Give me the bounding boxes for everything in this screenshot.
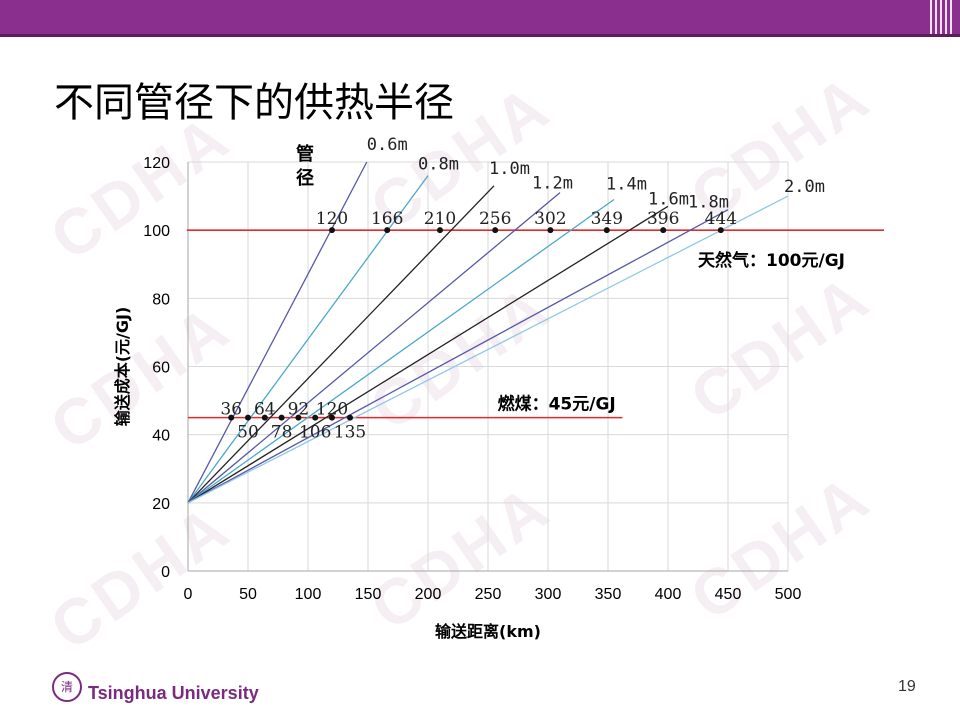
x-tick-label: 350 bbox=[595, 586, 622, 603]
series-line bbox=[187, 195, 789, 504]
x-tick-label: 150 bbox=[355, 586, 382, 603]
x-tick-label: 450 bbox=[715, 586, 742, 603]
series-line bbox=[187, 198, 615, 504]
x-tick-label: 200 bbox=[415, 586, 442, 603]
series-label: 0.8m bbox=[418, 155, 459, 175]
intersection-label-45-upper: 120 bbox=[316, 400, 348, 420]
x-axis-title: 输送距离(km) bbox=[435, 622, 541, 641]
y-tick-label: 40 bbox=[152, 428, 170, 445]
series-line bbox=[187, 205, 669, 504]
intersection-point-45 bbox=[278, 414, 285, 421]
y-tick-label: 80 bbox=[152, 291, 170, 308]
series-label: 1.0m bbox=[489, 159, 530, 179]
intersection-label-45-upper: 36 bbox=[220, 400, 242, 420]
intersection-point-45 bbox=[295, 414, 302, 421]
x-tick-label: 500 bbox=[775, 586, 802, 603]
intersection-point-100 bbox=[547, 227, 554, 234]
intersection-point-100 bbox=[717, 227, 724, 234]
x-tick-label: 0 bbox=[184, 586, 193, 603]
y-tick-label: 20 bbox=[152, 496, 170, 513]
x-tick-label: 50 bbox=[239, 586, 257, 603]
series-label: 2.0m bbox=[784, 177, 825, 197]
series-line bbox=[187, 161, 368, 504]
header-stripes bbox=[908, 0, 952, 34]
intersection-label-100: 120 bbox=[316, 209, 348, 229]
intersection-point-45 bbox=[228, 414, 235, 421]
header-underline bbox=[0, 34, 960, 37]
intersection-point-45 bbox=[347, 414, 353, 421]
intersection-label-45-lower: 135 bbox=[334, 423, 366, 443]
series-line bbox=[187, 185, 495, 504]
legend-heading-char: 管 bbox=[296, 143, 314, 165]
page-number: 19 bbox=[898, 678, 916, 695]
reference-label-gas: 天然气：100元/GJ bbox=[698, 250, 845, 271]
x-tick-label: 300 bbox=[535, 586, 562, 603]
intersection-label-45-lower: 78 bbox=[271, 423, 293, 443]
intersection-label-100: 396 bbox=[647, 209, 679, 229]
series-label: 0.6m bbox=[367, 135, 408, 155]
intersection-point-100 bbox=[603, 227, 610, 234]
intersection-label-100: 349 bbox=[591, 209, 623, 229]
legend-heading-char: 径 bbox=[296, 167, 314, 189]
series-label: 1.6m bbox=[648, 189, 689, 209]
series-label: 1.8m bbox=[688, 193, 729, 213]
y-tick-label: 100 bbox=[143, 223, 170, 240]
y-axis-title: 输送成本(元/GJ) bbox=[113, 307, 132, 427]
university-name: Tsinghua University bbox=[88, 683, 259, 703]
intersection-point-45 bbox=[329, 414, 335, 421]
reference-label-coal: 燃煤：45元/GJ bbox=[498, 394, 616, 415]
intersection-label-45-lower: 106 bbox=[299, 423, 331, 443]
intersection-point-100 bbox=[437, 227, 443, 234]
series-line bbox=[187, 192, 561, 504]
intersection-label-45-upper: 92 bbox=[288, 400, 310, 420]
intersection-label-100: 256 bbox=[479, 209, 511, 229]
intersection-label-100: 302 bbox=[534, 209, 566, 229]
x-tick-label: 250 bbox=[475, 586, 502, 603]
x-tick-label: 400 bbox=[655, 586, 682, 603]
y-tick-label: 60 bbox=[152, 360, 170, 377]
intersection-point-45 bbox=[261, 414, 268, 421]
series-label: 1.2m bbox=[532, 174, 573, 194]
y-tick-label: 120 bbox=[143, 155, 170, 172]
intersection-point-100 bbox=[384, 227, 391, 234]
intersection-point-100 bbox=[492, 227, 499, 234]
intersection-label-100: 166 bbox=[371, 209, 403, 229]
header-bar bbox=[0, 0, 960, 34]
intersection-label-100: 210 bbox=[424, 209, 456, 229]
y-tick-label: 0 bbox=[161, 564, 170, 581]
tsinghua-logo-icon: 清 bbox=[52, 672, 82, 702]
pipe-diameter-chart: 0 50 100 150 200 250 300 350 400 450 500 0 20 40 60 80 1… bbox=[113, 135, 884, 641]
intersection-label-100: 444 bbox=[705, 209, 737, 229]
intersection-point-100 bbox=[329, 227, 335, 234]
intersection-point-45 bbox=[312, 414, 319, 421]
intersection-point-45 bbox=[245, 414, 251, 421]
intersection-label-45-lower: 50 bbox=[237, 423, 259, 443]
series-line bbox=[187, 209, 729, 504]
slide-title: 不同管径下的供热半径 bbox=[54, 80, 454, 126]
series-label: 1.4m bbox=[606, 174, 647, 194]
intersection-label-45-upper: 64 bbox=[254, 400, 276, 420]
intersection-point-100 bbox=[660, 227, 667, 234]
x-tick-label: 100 bbox=[295, 586, 322, 603]
